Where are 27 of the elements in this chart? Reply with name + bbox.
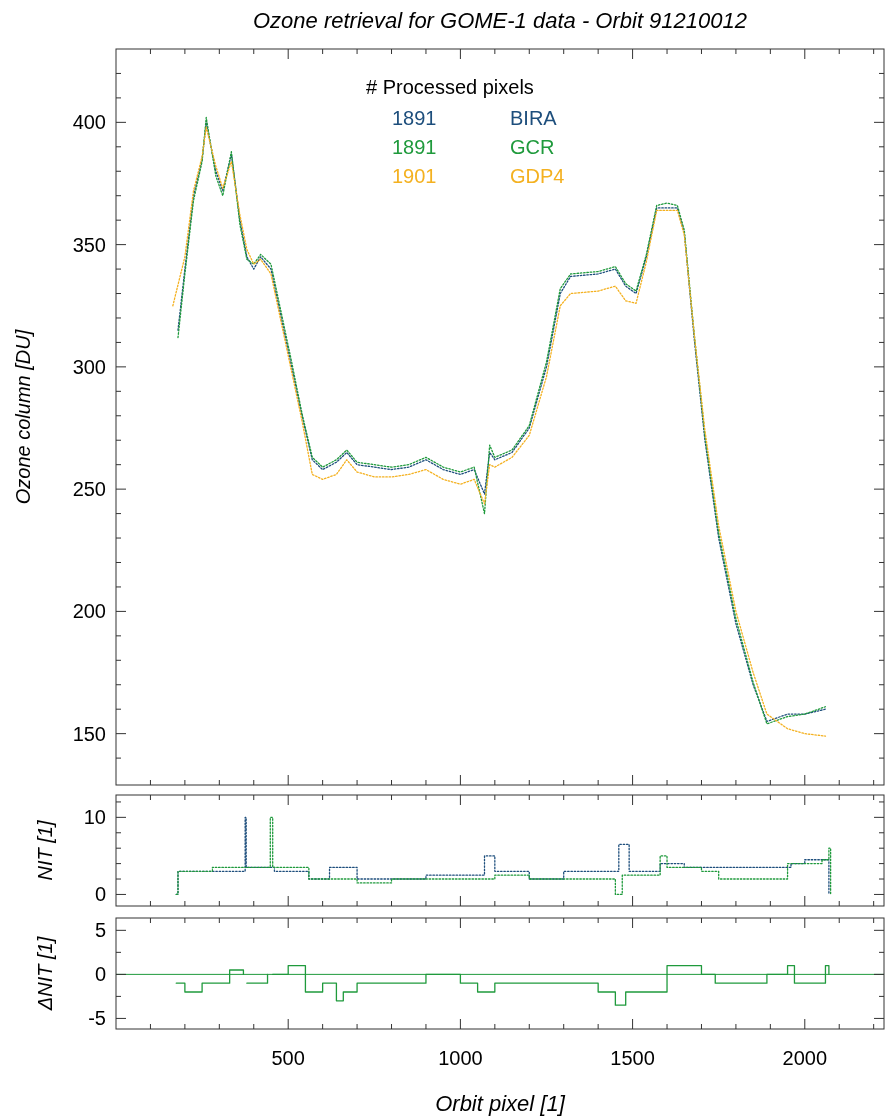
y-tick-label: 0 [94, 963, 106, 986]
y-tick-label: 400 [72, 111, 106, 134]
y-tick-label: 150 [72, 722, 106, 745]
y-tick-label: 300 [72, 355, 106, 378]
annotation: 1891 [392, 107, 437, 129]
y-tick-label: 200 [72, 600, 106, 623]
y-tick-label: 5 [94, 919, 106, 942]
x-axis-title: Orbit pixel [1] [435, 1091, 566, 1116]
y-axis-title: ΔNIT [1] [34, 936, 56, 1012]
chart-title: Ozone retrieval for GOME-1 data - Orbit 91210012 [252, 8, 748, 33]
annotation: 1901 [392, 165, 437, 187]
y-axis-title: NIT [1] [34, 820, 56, 881]
y-tick-label: 250 [72, 478, 106, 501]
text: GCR [510, 136, 555, 158]
x-tick-label: 1000 [438, 1047, 483, 1069]
x-tick-label: 2000 [782, 1047, 828, 1069]
annotation: 1891 [392, 136, 437, 158]
x-tick-label: 1500 [610, 1047, 655, 1069]
legend-title: # Processed pixels [366, 76, 534, 98]
y-tick-label: -5 [88, 1007, 106, 1030]
y-tick-label: 10 [83, 806, 106, 829]
y-tick-label: 0 [94, 883, 106, 906]
x-tick-label: 500 [271, 1047, 305, 1069]
y-axis-title: Ozone column [DU] [12, 329, 34, 505]
text: BIRA [510, 107, 558, 129]
text: GDP4 [510, 165, 565, 187]
y-tick-label: 350 [72, 233, 106, 256]
